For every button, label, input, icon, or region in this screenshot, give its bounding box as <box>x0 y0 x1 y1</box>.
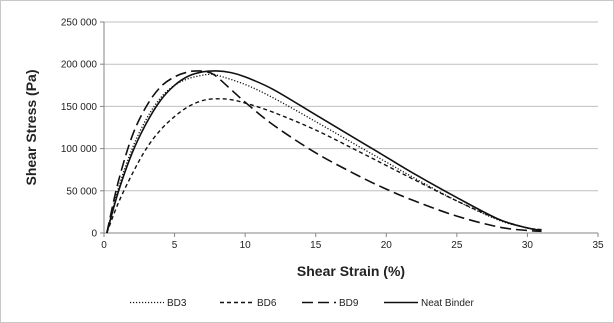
x-tick-label: 0 <box>101 240 107 251</box>
legend-label-bd6: BD6 <box>257 298 277 309</box>
tick-labels: 0 50 000 100 000 150 000 200 000 250 000 0 5 10 1… <box>61 18 604 252</box>
x-tick-label: 25 <box>451 240 463 251</box>
y-tick-label: 50 000 <box>66 186 97 197</box>
x-tick-label: 15 <box>310 240 322 251</box>
y-tick-label: 100 000 <box>61 144 98 155</box>
legend-label-bd3: BD3 <box>167 298 187 309</box>
x-tick-label: 35 <box>592 240 604 251</box>
series-line-bd6 <box>106 98 542 234</box>
legend-item-bd9: BD9 <box>302 298 359 309</box>
x-tick-label: 20 <box>381 240 393 251</box>
y-tick-label: 0 <box>91 229 97 240</box>
legend-label-neat-binder: Neat Binder <box>421 298 474 309</box>
y-tick-label: 200 000 <box>61 60 98 71</box>
gridlines <box>104 21 598 192</box>
legend: BD3 BD6 BD9 Neat Binder <box>130 298 474 309</box>
legend-item-bd3: BD3 <box>130 298 187 309</box>
y-axis-title: Shear Stress (Pa) <box>23 70 39 186</box>
x-tick-label: 10 <box>240 240 252 251</box>
legend-item-neat-binder: Neat Binder <box>384 298 474 309</box>
series-line-bd9 <box>106 70 542 234</box>
series-line-bd3 <box>106 73 542 234</box>
x-axis-title: Shear Strain (%) <box>297 263 405 279</box>
legend-label-bd9: BD9 <box>339 298 359 309</box>
series-line-neat-binder <box>106 70 542 234</box>
y-tick-label: 150 000 <box>61 102 98 113</box>
axes <box>100 21 599 237</box>
plot-area <box>106 70 542 234</box>
y-tick-label: 250 000 <box>61 18 98 29</box>
legend-item-bd6: BD6 <box>220 298 277 309</box>
x-tick-label: 30 <box>522 240 534 251</box>
x-tick-label: 5 <box>172 240 178 251</box>
